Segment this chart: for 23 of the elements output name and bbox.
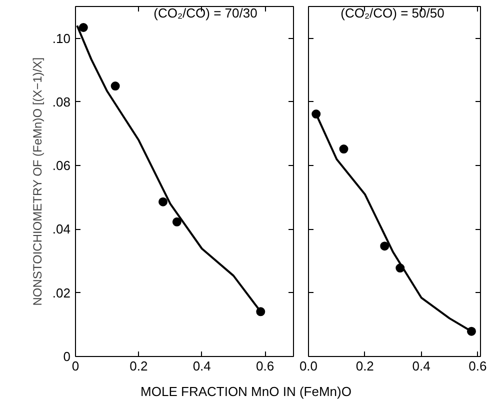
- x-axis-title: MOLE FRACTION MnO IN (FeMn)O: [140, 383, 352, 401]
- point: [110, 82, 120, 91]
- x-tick-label: 0.0: [299, 358, 318, 374]
- y-tick-label: .06: [52, 158, 71, 174]
- point: [339, 144, 348, 154]
- x-tick-label: 0.4: [192, 358, 211, 374]
- x-tick-label: 0.6: [256, 358, 274, 374]
- x-tick-label: 0.6: [468, 358, 487, 374]
- y-tick-label: .02: [52, 285, 71, 300]
- y-axis-title: NONSTOICHIOMETRY OF (FeMn)O [(X−1)/X]: [30, 57, 44, 306]
- x-tick-label: 0.2: [130, 358, 148, 374]
- y-tick-label: .04: [52, 222, 71, 237]
- point: [172, 217, 182, 226]
- point: [78, 23, 88, 32]
- y-tick-label: .10: [52, 30, 71, 46]
- point: [158, 197, 168, 206]
- y-tick-label: .08: [52, 94, 71, 110]
- annotation: (CO₂/CO) = 70/30: [154, 6, 258, 20]
- y-tick-label: 0: [63, 349, 71, 364]
- annotation: (CO₂/CO) = 50/50: [340, 6, 444, 20]
- x-tick-label: 0.2: [356, 358, 374, 374]
- point: [380, 242, 390, 251]
- x-tick-label: 0.4: [412, 358, 430, 374]
